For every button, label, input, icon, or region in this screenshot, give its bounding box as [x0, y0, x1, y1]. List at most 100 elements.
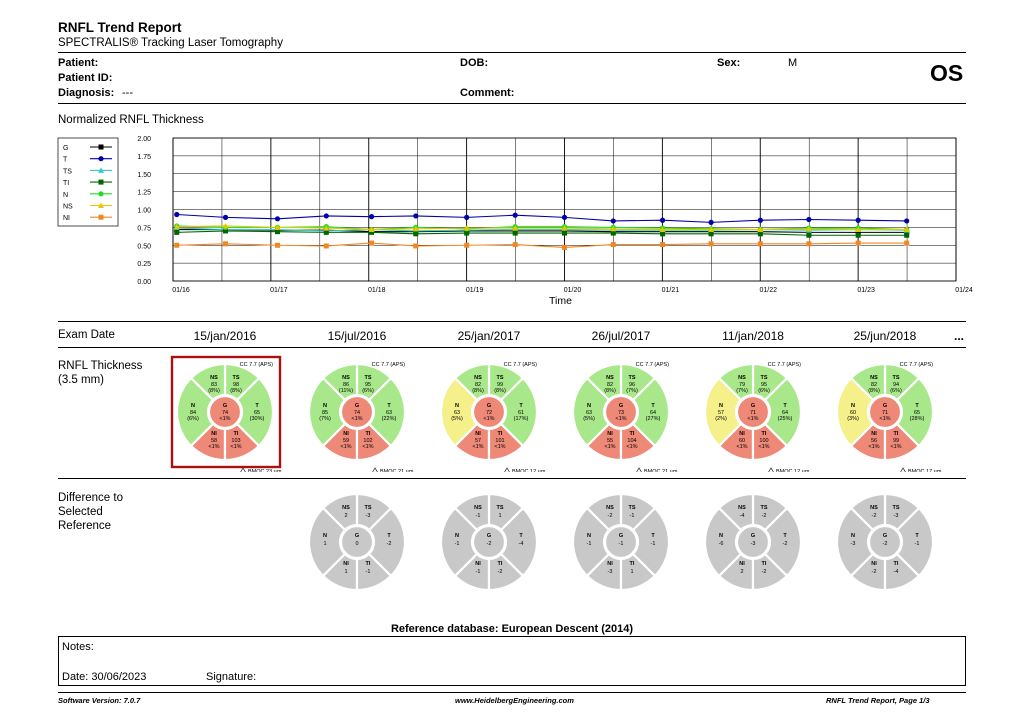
sector-difference: -1 [619, 541, 624, 547]
sector-name: NS [738, 505, 746, 511]
y-tick-label: 1.00 [137, 208, 151, 215]
sector-thickness: 57 [718, 410, 724, 416]
data-point [413, 231, 419, 237]
sector-difference: -4 [519, 541, 524, 547]
data-point [855, 232, 861, 238]
website-link[interactable]: www.HeidelbergEngineering.com [455, 696, 574, 705]
sector-g [867, 394, 903, 430]
sector-percentile: <1% [615, 416, 626, 422]
legend-marker [98, 214, 104, 220]
sector-difference: -2 [762, 513, 767, 519]
data-point [708, 226, 715, 233]
sector-thickness: 102 [363, 438, 372, 444]
sector-percentile: (5%) [451, 416, 463, 422]
sector-name: N [587, 533, 591, 539]
sector-thickness: 86 [343, 382, 349, 388]
data-point [660, 242, 666, 248]
legend-marker [98, 179, 104, 185]
sector-thickness: 79 [739, 382, 745, 388]
sector-difference: -1 [630, 513, 635, 519]
sector-name: NI [871, 431, 877, 437]
sector-name: G [223, 403, 227, 409]
data-point [805, 225, 812, 232]
data-point [561, 214, 568, 220]
difference-circle[interactable]: NS -2 TS -1 N -1 T -1 NI -3 TI 1 G -1 [571, 492, 671, 592]
notes-box [58, 636, 966, 686]
sector-percentile: <1% [351, 416, 362, 422]
sector-thickness: 82 [871, 382, 877, 388]
more-dates-indicator[interactable]: ... [954, 329, 965, 343]
difference-circle[interactable]: NS -2 TS -3 N -3 T -1 NI -2 TI -4 G -2 [835, 492, 935, 592]
sector-difference: -2 [783, 541, 788, 547]
exam-date-2: 15/jul/2016 [327, 329, 387, 343]
sector-name: G [883, 533, 887, 539]
data-point [275, 229, 281, 235]
sector-difference: -3 [894, 513, 899, 519]
sector-percentile: <1% [626, 444, 637, 450]
patient-label: Patient: [58, 57, 99, 69]
circle-outline [703, 492, 803, 592]
rnfl-circle[interactable]: NS82(8%)TS96(7%)N63(5%)T64(27%)NI55<1%TI… [571, 362, 671, 462]
sector-thickness: 98 [233, 382, 239, 388]
sector-percentile: (8%) [494, 388, 506, 394]
data-point [413, 243, 419, 249]
sector-difference: -2 [498, 569, 503, 575]
cc-label: CC 7.7 (APS) [504, 362, 537, 368]
sector-percentile: <1% [362, 444, 373, 450]
series-ni [174, 240, 910, 250]
rnfl-circle[interactable]: NS83(8%)TS98(8%)N84(6%)T65(30%)NI58<1%TI… [175, 362, 275, 462]
sector-thickness: 56 [871, 438, 877, 444]
sector-name: NI [607, 561, 613, 567]
data-point [323, 229, 329, 235]
delta-icon [240, 467, 246, 472]
sector-difference: 1 [498, 513, 501, 519]
sector-thickness: 83 [211, 382, 217, 388]
sector-percentile: (5%) [583, 416, 595, 422]
difference-circle[interactable]: NS 2 TS -3 N 1 T -2 NI 1 TI -1 G 0 [307, 492, 407, 592]
sector-thickness: 95 [761, 382, 767, 388]
sector-percentile: (25%) [778, 416, 793, 422]
plot-frame [172, 137, 957, 282]
sector-name: NS [474, 375, 482, 381]
selected-reference-border [170, 355, 282, 469]
series-line [176, 213, 907, 223]
legend-marker [98, 144, 104, 150]
data-point [463, 225, 470, 231]
bmoc-label: BMOC 12 µm [776, 469, 810, 472]
sector-difference: 2 [740, 569, 743, 575]
difference-circle[interactable]: NS -4 TS -2 N -6 T -2 NI 2 TI -2 G -3 [703, 492, 803, 592]
circle-outline [571, 362, 671, 462]
sector-name: TI [234, 431, 239, 437]
exam-date-label: Exam Date [58, 329, 115, 341]
sector-name: NI [475, 561, 481, 567]
series-line [176, 242, 907, 248]
sector-thickness: 65 [254, 410, 260, 416]
sector-difference: -2 [883, 541, 888, 547]
data-point [757, 231, 763, 237]
rnfl-circle[interactable]: NS82(8%)TS94(6%)N60(3%)T65(28%)NI56<1%TI… [835, 362, 935, 462]
sector-percentile: <1% [604, 444, 615, 450]
rnfl-circle[interactable]: NS79(7%)TS95(6%)N57(2%)T64(25%)NI60<1%TI… [703, 362, 803, 462]
sector-name: TS [892, 375, 899, 381]
cc-label: CC 7.7 (APS) [240, 362, 273, 368]
bmoc-label: BMOC 17 µm [908, 469, 942, 472]
rnfl-trend-chart: 0.00 0.25 0.50 0.75 1.00 1.25 1.50 1.75 2.00 01/1… [57, 136, 973, 307]
sector-name: NS [342, 505, 350, 511]
series-line [176, 225, 907, 231]
data-point [368, 214, 375, 220]
x-axis-label: Time [549, 295, 572, 307]
sector-name: NI [739, 431, 745, 437]
rnfl-circle[interactable]: NS82(8%)TS99(8%)N63(5%)T61(17%)NI57<1%TI… [439, 362, 539, 462]
sector-thickness: 104 [627, 438, 636, 444]
series-line [176, 230, 907, 236]
sector-percentile: (17%) [514, 416, 529, 422]
rnfl-circle[interactable]: NS86(11%)TS95(6%)N85(7%)T63(22%)NI59<1%T… [307, 362, 407, 462]
sector-thickness: 55 [607, 438, 613, 444]
sector-difference: -1 [455, 541, 460, 547]
sector-name: TI [894, 561, 899, 567]
difference-circle[interactable]: NS -1 TS 1 N -1 T -4 NI -1 TI -2 G -2 [439, 492, 539, 592]
sector-difference: -2 [387, 541, 392, 547]
sector-thickness: 96 [629, 382, 635, 388]
circle-outline [571, 492, 671, 592]
signature-label: Signature: [206, 671, 257, 683]
